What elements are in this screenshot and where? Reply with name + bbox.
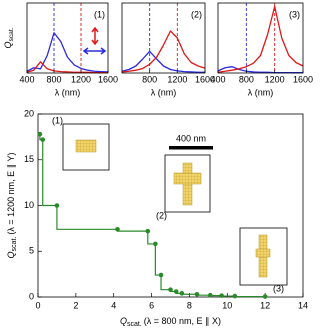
spectrum-line	[121, 50, 205, 73]
data-point	[173, 289, 179, 294]
polarization-arrows	[82, 26, 107, 55]
x-tick-label: 2	[73, 300, 78, 310]
data-point	[54, 203, 60, 208]
x-tick-label: 1600	[293, 74, 313, 84]
step-segment	[160, 275, 171, 291]
step-segment	[42, 139, 57, 207]
y-tick-label: 0	[29, 291, 34, 301]
annotation: (1)	[52, 115, 63, 125]
x-tick-label: 1200	[71, 74, 91, 84]
data-point	[194, 291, 200, 297]
y-tick-label: 20	[24, 108, 34, 118]
x-tick-label: 14	[298, 300, 308, 310]
step-segment	[147, 231, 156, 245]
annotation: 400 nm	[176, 133, 206, 143]
axis-label-sub: scat.	[127, 321, 142, 328]
x-tick-label: 0	[35, 300, 40, 310]
x-tick-label: 400	[19, 74, 34, 84]
spectrum-line	[121, 30, 206, 73]
plot-frame	[121, 2, 206, 74]
x-axis-label: λ (nm)	[55, 87, 81, 97]
axis-label-main: Q	[3, 42, 13, 49]
y-tick-label: 5	[29, 246, 34, 256]
x-tick-label: 8	[187, 300, 192, 310]
axis-label: Qscat. (λ = 1200 nm, E ∥ Y)	[6, 153, 17, 259]
x-tick-label: 10	[222, 300, 232, 310]
data-point	[158, 272, 164, 278]
x-tick-label: 1200	[265, 74, 285, 84]
plot-frame	[217, 2, 304, 74]
x-tick-label: 1600	[195, 74, 215, 84]
data-point	[115, 226, 120, 232]
annotation: (2)	[156, 210, 167, 220]
x-tick-label: 800	[239, 74, 254, 84]
data-point	[37, 131, 43, 137]
axis-label-main: Q	[6, 251, 16, 258]
y-tick-label: 10	[24, 200, 34, 210]
axis-label-main: Q	[120, 316, 127, 326]
x-tick-label: 1200	[167, 74, 187, 84]
panel-label: (2)	[191, 9, 202, 19]
x-tick-label: 4	[111, 300, 116, 310]
data-point	[168, 287, 173, 292]
data-point	[153, 241, 158, 247]
data-point	[219, 293, 224, 298]
data-point	[145, 228, 151, 234]
data-point	[207, 292, 213, 298]
x-tick-label: 800	[46, 74, 61, 84]
spectrum-line	[217, 66, 303, 74]
data-point	[40, 137, 46, 142]
data-point	[232, 293, 238, 299]
axis-label-sub: scat.	[11, 237, 18, 252]
axis-label-rest: (λ = 800 nm, E ∥ X)	[144, 316, 221, 326]
panel-label: (3)	[289, 9, 300, 19]
x-tick-label: 800	[142, 74, 157, 84]
y-tick-label: 15	[24, 154, 34, 164]
annotation: (3)	[273, 283, 284, 293]
axis-label: Qscat. (λ = 800 nm, E ∥ X)	[120, 316, 221, 327]
axis-label-rest: (λ = 1200 nm, E ∥ Y)	[6, 153, 16, 235]
plot-frame	[26, 2, 109, 74]
panel-label: (1)	[94, 9, 105, 19]
spectrum-line	[26, 32, 109, 73]
x-tick-label: 12	[260, 300, 270, 310]
inset-shapes	[62, 123, 288, 286]
step-segment	[116, 229, 148, 232]
x-tick-label: 6	[149, 300, 154, 310]
x-tick-label: 1600	[98, 74, 118, 84]
x-axis-label: λ (nm)	[248, 87, 274, 97]
spectrum-line	[217, 5, 304, 73]
axis-label: Qscat.	[3, 27, 14, 48]
step-segment	[56, 205, 118, 230]
x-axis-label: λ (nm)	[151, 87, 177, 97]
step-segment	[154, 243, 162, 276]
data-point	[179, 291, 185, 296]
x-tick-label: 400	[210, 74, 225, 84]
data-point	[262, 294, 268, 299]
axis-label-sub: scat.	[8, 27, 15, 41]
